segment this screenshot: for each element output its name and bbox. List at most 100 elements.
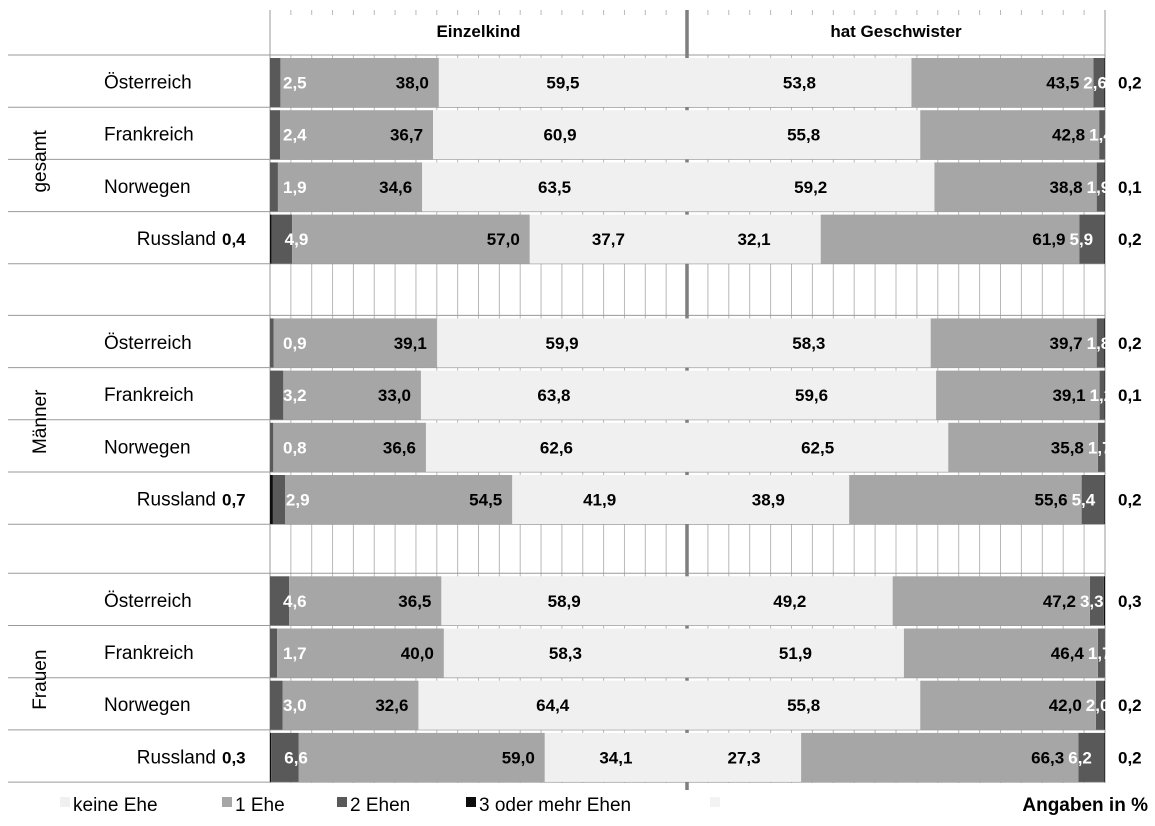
- data-label-geschwister-keine-ehe: 58,3: [792, 334, 825, 353]
- data-label-geschwister-eine-ehe: 66,3: [1031, 748, 1064, 767]
- data-label-einzelkind-zwei-ehen: 0,9: [283, 334, 307, 353]
- data-label-einzelkind-zwei-ehen: 1,7: [283, 644, 307, 663]
- bar-geschwister-drei-plus: [1104, 733, 1105, 782]
- data-label-einzelkind-eine-ehe: 54,5: [469, 491, 502, 510]
- legend-swatch-zwei_ehen: [337, 797, 347, 807]
- country-label: Russland: [137, 490, 216, 511]
- legend-swatch-blank: [710, 797, 720, 807]
- bar-einzelkind-zwei-ehen: [273, 475, 285, 524]
- data-label-einzelkind-eine-ehe: 36,5: [398, 592, 431, 611]
- data-label-einzelkind-zwei-ehen: 6,6: [284, 748, 308, 767]
- bar-einzelkind-zwei-ehen: [270, 629, 277, 678]
- data-label-geschwister-eine-ehe: 38,8: [1050, 178, 1083, 197]
- data-label-einzelkind-zwei-ehen: 4,6: [283, 592, 307, 611]
- data-label-geschwister-eine-ehe: 61,9: [1032, 230, 1065, 249]
- data-label-geschwister-keine-ehe: 62,5: [801, 438, 834, 457]
- data-label-geschwister-keine-ehe: 51,9: [779, 644, 812, 663]
- data-label-geschwister-keine-ehe: 55,8: [787, 126, 820, 145]
- data-label-geschwister-eine-ehe: 42,8: [1052, 126, 1085, 145]
- data-label-geschwister-zwei-ehen: 2,6: [1083, 74, 1107, 93]
- data-label-einzelkind-keine-ehe: 63,5: [538, 178, 571, 197]
- data-label-einzelkind-zwei-ehen: 3,2: [283, 386, 307, 405]
- data-label-geschwister-eine-ehe: 39,7: [1050, 334, 1083, 353]
- legend-label-zwei_ehen: 2 Ehen: [350, 795, 410, 816]
- data-label-geschwister-zwei-ehen: 1,2: [1090, 386, 1114, 405]
- data-label-einzelkind-keine-ehe: 60,9: [543, 126, 576, 145]
- data-label-einzelkind-eine-ehe: 34,6: [379, 178, 412, 197]
- data-label-geschwister-eine-ehe: 35,8: [1051, 438, 1084, 457]
- country-label: Frankreich: [104, 643, 194, 664]
- group-label-0: gesamt: [30, 130, 51, 193]
- legend-swatch-keine_ehe: [60, 797, 70, 807]
- data-label-einzelkind-eine-ehe: 57,0: [487, 230, 520, 249]
- data-label-geschwister-eine-ehe: 55,6: [1034, 491, 1067, 510]
- data-label-geschwister-keine-ehe: 59,6: [795, 386, 828, 405]
- data-label-einzelkind-zwei-ehen: 3,0: [283, 696, 307, 715]
- data-label-geschwister-zwei-ehen: 1,9: [1087, 178, 1111, 197]
- data-label-einzelkind-drei-plus: 0,3: [222, 748, 246, 767]
- data-label-einzelkind-keine-ehe: 59,5: [546, 74, 579, 93]
- bar-einzelkind-zwei-ehen: [270, 318, 274, 367]
- legend-label-drei_plus: 3 oder mehr Ehen: [479, 795, 631, 816]
- data-label-geschwister-drei-plus: 0,1: [1118, 178, 1142, 197]
- data-label-geschwister-zwei-ehen: 1,7: [1088, 644, 1112, 663]
- data-label-geschwister-zwei-ehen: 1,4: [1089, 126, 1113, 145]
- country-label: Norwegen: [104, 437, 191, 458]
- bar-einzelkind-zwei-ehen: [270, 371, 283, 420]
- legend-label-eine_ehe: 1 Ehe: [235, 795, 285, 816]
- bar-einzelkind-drei-plus: [270, 733, 271, 782]
- data-label-geschwister-zwei-ehen: 5,9: [1070, 230, 1094, 249]
- data-label-einzelkind-keine-ehe: 64,4: [536, 696, 570, 715]
- data-label-geschwister-drei-plus: 0,2: [1118, 74, 1142, 93]
- country-label: Russland: [137, 229, 216, 250]
- data-label-geschwister-drei-plus: 0,2: [1118, 748, 1142, 767]
- data-label-geschwister-eine-ehe: 43,5: [1046, 74, 1079, 93]
- data-label-einzelkind-zwei-ehen: 1,9: [283, 178, 307, 197]
- bar-einzelkind-drei-plus: [270, 215, 272, 264]
- data-label-einzelkind-eine-ehe: 36,6: [383, 438, 416, 457]
- data-label-einzelkind-keine-ehe: 58,3: [549, 644, 582, 663]
- legend-swatch-drei_plus: [466, 797, 476, 807]
- country-label: Frankreich: [104, 125, 194, 146]
- data-label-einzelkind-eine-ehe: 59,0: [502, 748, 535, 767]
- legend-swatch-eine_ehe: [222, 797, 232, 807]
- data-label-geschwister-keine-ehe: 55,8: [787, 696, 820, 715]
- country-label: Frankreich: [104, 385, 194, 406]
- bar-geschwister-drei-plus: [1104, 475, 1105, 524]
- data-label-geschwister-drei-plus: 0,2: [1118, 230, 1142, 249]
- data-label-geschwister-keine-ehe: 27,3: [728, 748, 761, 767]
- data-label-geschwister-drei-plus: 0,2: [1118, 491, 1142, 510]
- country-label: Österreich: [104, 591, 192, 612]
- bar-einzelkind-zwei-ehen: [270, 423, 273, 472]
- data-label-einzelkind-zwei-ehen: 2,9: [286, 491, 310, 510]
- bar-geschwister-drei-plus: [1104, 576, 1105, 625]
- country-label: Österreich: [104, 73, 192, 94]
- data-label-einzelkind-keine-ehe: 62,6: [540, 438, 573, 457]
- data-label-geschwister-keine-ehe: 53,8: [783, 74, 816, 93]
- data-label-einzelkind-zwei-ehen: 2,4: [283, 126, 307, 145]
- data-label-geschwister-eine-ehe: 47,2: [1043, 592, 1076, 611]
- data-label-geschwister-keine-ehe: 32,1: [738, 230, 771, 249]
- data-label-einzelkind-eine-ehe: 33,0: [378, 386, 411, 405]
- data-label-einzelkind-eine-ehe: 32,6: [375, 696, 408, 715]
- data-label-einzelkind-eine-ehe: 39,1: [394, 334, 427, 353]
- bar-einzelkind-zwei-ehen: [270, 162, 278, 211]
- data-label-einzelkind-eine-ehe: 40,0: [401, 644, 434, 663]
- data-label-geschwister-drei-plus: 0,2: [1118, 696, 1142, 715]
- data-label-einzelkind-drei-plus: 0,4: [222, 230, 246, 249]
- data-label-einzelkind-zwei-ehen: 0,8: [283, 438, 307, 457]
- note-label: Angaben in %: [1022, 795, 1148, 816]
- data-label-einzelkind-keine-ehe: 41,9: [583, 491, 616, 510]
- data-label-geschwister-eine-ehe: 39,1: [1052, 386, 1085, 405]
- data-label-geschwister-keine-ehe: 59,2: [794, 178, 827, 197]
- data-label-geschwister-zwei-ehen: 6,2: [1068, 748, 1092, 767]
- country-label: Norwegen: [104, 177, 191, 198]
- bar-einzelkind-zwei-ehen: [270, 681, 283, 730]
- country-label: Russland: [137, 747, 216, 768]
- data-label-geschwister-drei-plus: 0,3: [1118, 592, 1142, 611]
- data-label-einzelkind-keine-ehe: 63,8: [537, 386, 570, 405]
- data-label-geschwister-keine-ehe: 38,9: [752, 491, 785, 510]
- data-label-einzelkind-keine-ehe: 34,1: [599, 748, 632, 767]
